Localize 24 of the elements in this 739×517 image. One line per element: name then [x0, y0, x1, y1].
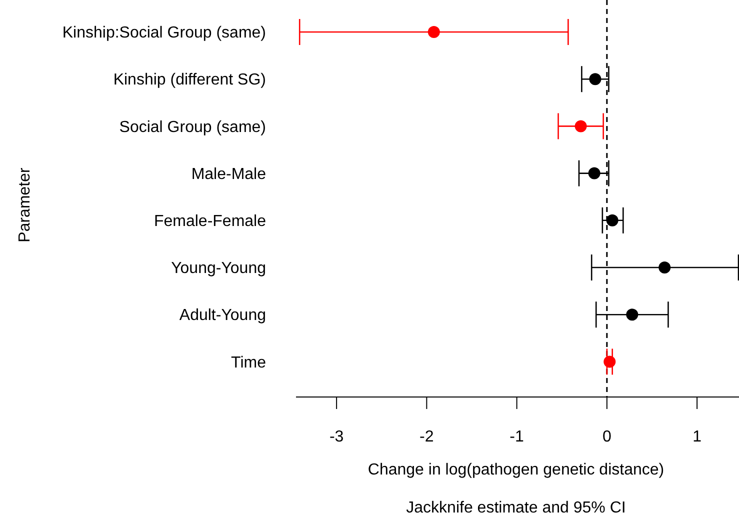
y-tick-label: Time	[231, 354, 266, 372]
point	[626, 308, 638, 321]
y-tick-label: Social Group (same)	[119, 118, 266, 136]
text: Jackknife estimate and 95% CI	[406, 500, 626, 517]
x-tick-label: 1	[692, 428, 702, 446]
y-tick-label: Kinship:Social Group (same)	[62, 24, 266, 42]
y-tick-label: Young-Young	[171, 260, 266, 278]
x-tick-label: -1	[510, 428, 524, 446]
point	[588, 167, 600, 180]
point	[574, 120, 587, 132]
point	[589, 73, 602, 86]
y-tick-label: Male-Male	[191, 166, 266, 183]
point	[606, 214, 618, 226]
x-tick-label: -2	[420, 428, 434, 446]
y-axis-title: Parameter	[16, 166, 34, 242]
y-tick-label: Adult-Young	[179, 307, 266, 324]
point	[604, 356, 616, 368]
point	[428, 26, 440, 38]
y-tick-label: Kinship (different SG)	[113, 72, 266, 89]
y-tick-label: Female-Female	[154, 213, 266, 230]
point	[658, 262, 671, 274]
x-tick-label: 0	[602, 428, 612, 446]
x-tick-label: -3	[329, 428, 344, 446]
x-axis-title: Change in log(pathogen genetic distance)	[368, 462, 664, 479]
